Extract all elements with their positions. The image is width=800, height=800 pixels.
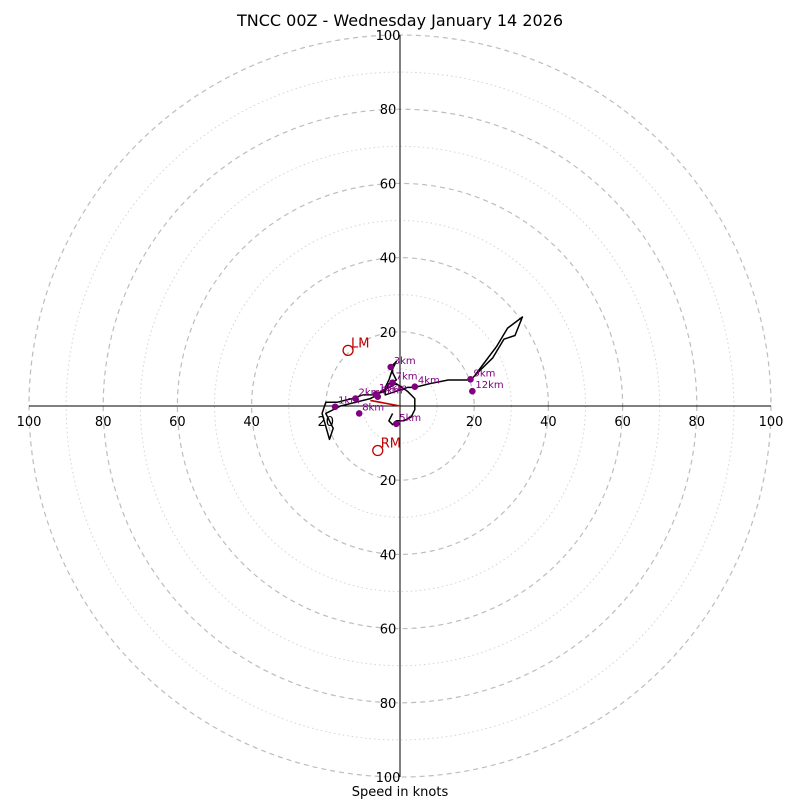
height-point-1km	[331, 403, 339, 411]
tick-bottom-60: 60	[380, 623, 397, 638]
height-label-5km: 5km	[399, 413, 421, 424]
tick-bottom-80: 80	[380, 697, 397, 712]
height-label-7km: 7km	[396, 372, 418, 383]
tick-left-20: 20	[318, 415, 335, 430]
height-point-5km	[392, 420, 400, 428]
storm-motion-rm-label: RM	[381, 437, 401, 452]
height-label-10km: 10km	[379, 383, 407, 394]
tick-bottom-40: 40	[380, 548, 397, 563]
height-label-4km: 4km	[418, 376, 440, 387]
height-label-9km: 9km	[473, 368, 495, 379]
height-point-4km	[411, 383, 419, 391]
tick-right-100: 100	[759, 415, 784, 430]
mean-wind-vector	[370, 399, 401, 407]
tick-left-100: 100	[17, 415, 42, 430]
height-label-3km: 3km	[394, 356, 416, 367]
tick-right-60: 60	[614, 415, 631, 430]
storm-motion-lm-label: LM	[351, 336, 369, 351]
height-point-10km	[372, 390, 380, 398]
tick-right-80: 80	[689, 415, 706, 430]
height-point-9km	[467, 375, 474, 383]
tick-top-40: 40	[380, 252, 397, 267]
height-point-7km	[389, 379, 396, 386]
tick-right-40: 40	[540, 415, 557, 430]
storm-motion-markers: LM RM	[342, 336, 401, 457]
tick-bottom-100: 100	[376, 771, 401, 786]
storm-motion-lm-marker	[342, 344, 354, 357]
tick-left-40: 40	[243, 415, 260, 430]
height-point-12km	[469, 387, 476, 395]
height-point-2km	[352, 395, 359, 402]
tick-right-20: 20	[466, 415, 483, 430]
storm-motion-rm-marker	[372, 444, 384, 457]
ring-tick-labels: 20 20 20 20 40 40 40 40 60 60 60 60 80 80 80 80 100 100 10…	[17, 29, 784, 786]
tick-bottom-20: 20	[380, 474, 397, 489]
height-label-2km: 2km	[358, 388, 380, 399]
chart-title: TNCC 00Z - Wednesday January 14 2026	[236, 11, 563, 30]
height-label-1km: 1km	[338, 396, 360, 407]
height-label-12km: 12km	[475, 380, 503, 391]
mean-wind-line	[370, 399, 401, 407]
tick-left-60: 60	[169, 415, 186, 430]
tick-top-80: 80	[380, 103, 397, 118]
height-point-3km	[387, 363, 395, 371]
height-label-6km: 6km	[381, 386, 403, 397]
hodograph-trace	[321, 316, 524, 441]
x-axis-label: Speed in knots	[352, 785, 449, 800]
tick-top-20: 20	[380, 326, 397, 341]
tick-top-100: 100	[376, 29, 401, 44]
tick-top-60: 60	[380, 177, 397, 192]
tick-left-80: 80	[95, 415, 112, 430]
height-point-8km	[355, 410, 363, 417]
height-label-8km: 8km	[362, 402, 384, 413]
